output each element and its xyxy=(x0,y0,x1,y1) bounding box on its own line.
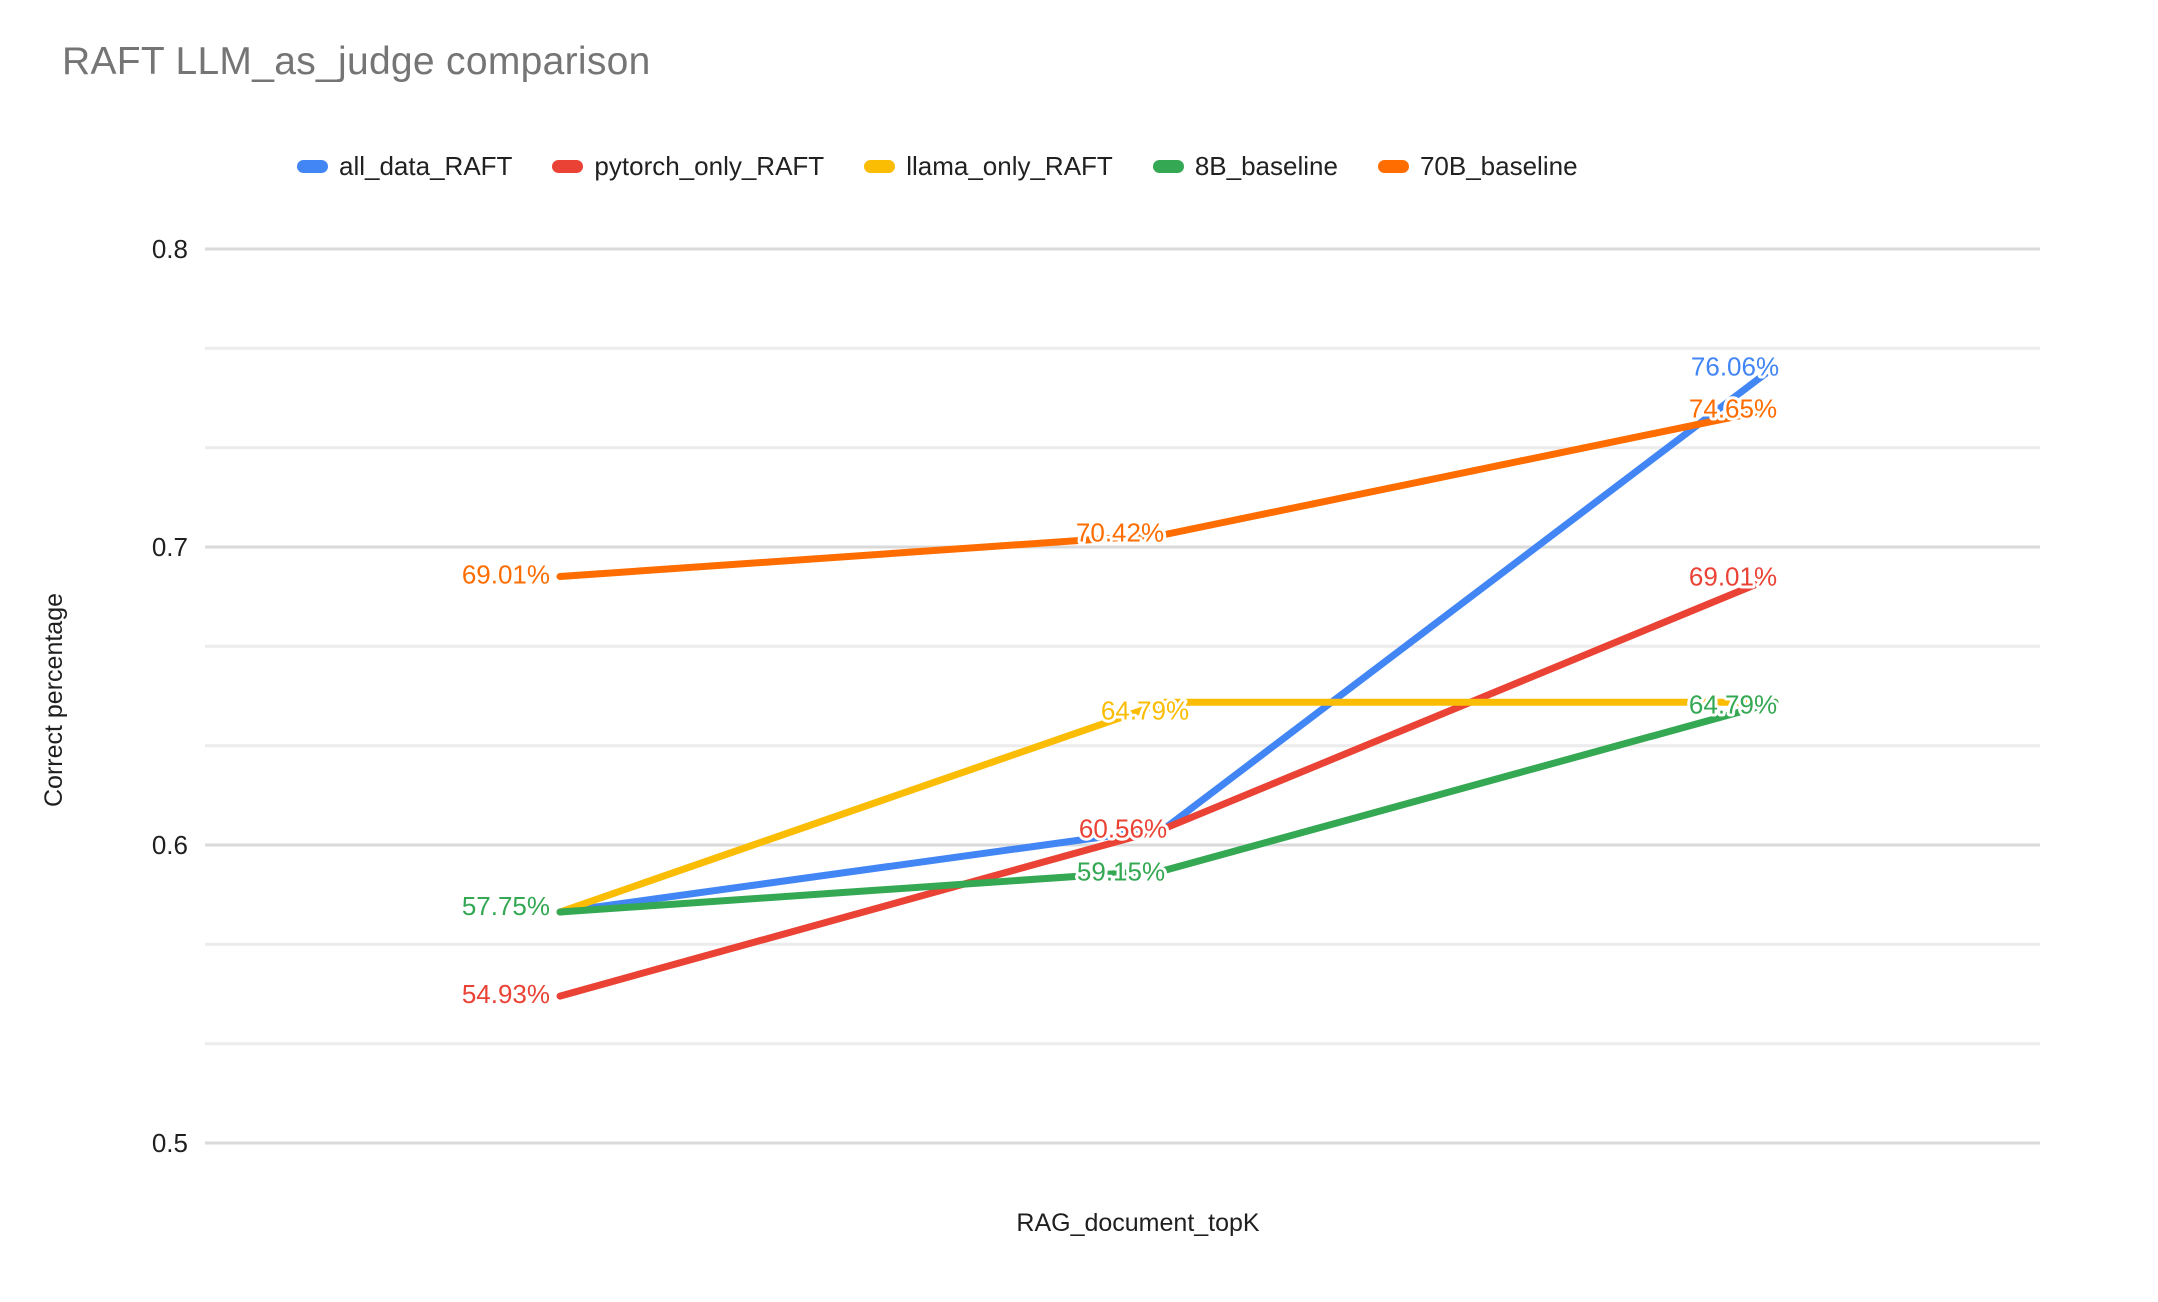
legend-item-70B_baseline[interactable]: 70B_baseline xyxy=(1377,151,1578,182)
chart-title: RAFT LLM_as_judge comparison xyxy=(62,40,651,83)
y-tick-label: 0.8 xyxy=(152,234,188,264)
legend-item-8B_baseline[interactable]: 8B_baseline xyxy=(1152,151,1338,182)
legend-item-label: 70B_baseline xyxy=(1419,151,1578,181)
data-label-8B_baseline: 64.79% xyxy=(1689,689,1777,719)
legend-swatch-icon xyxy=(297,160,328,173)
data-label-pytorch_only_RAFT: 54.93% xyxy=(462,979,550,1009)
y-axis-title: Correct percentage xyxy=(40,593,68,807)
legend-swatch-icon xyxy=(1152,160,1184,173)
y-tick-label: 0.6 xyxy=(152,830,188,860)
data-label-70B_baseline: 74.65% xyxy=(1689,393,1777,423)
y-tick-label: 0.7 xyxy=(152,532,188,562)
legend-item-llama_only_RAFT[interactable]: llama_only_RAFT xyxy=(864,151,1113,182)
data-label-8B_baseline: 59.15% xyxy=(1077,856,1165,886)
legend-item-label: all_data_RAFT xyxy=(339,151,513,181)
legend: all_data_RAFT pytorch_only_RAFT llama_only… xyxy=(297,151,1578,182)
legend-item-label: 8B_baseline xyxy=(1194,151,1338,181)
data-label-70B_baseline: 70.42% xyxy=(1076,518,1164,548)
data-label-pytorch_only_RAFT: 60.56% xyxy=(1079,813,1167,843)
data-label-8B_baseline: 57.75% xyxy=(462,891,550,921)
legend-swatch-icon xyxy=(1377,160,1409,173)
data-label-llama_only_RAFT: 64.79% xyxy=(1101,695,1189,725)
legend-item-label: pytorch_only_RAFT xyxy=(594,151,825,181)
series-line-llama_only_RAFT xyxy=(556,698,1779,916)
legend-item-label: llama_only_RAFT xyxy=(906,151,1113,181)
series-line-8B_baseline xyxy=(556,698,1779,916)
legend-swatch-icon xyxy=(864,160,896,173)
series-line-70B_baseline xyxy=(556,404,1779,580)
x-axis-title: RAG_document_topK xyxy=(1016,1209,1260,1237)
data-label-70B_baseline: 69.01% xyxy=(462,560,550,590)
series-line-pytorch_only_RAFT xyxy=(556,573,1779,1000)
data-label-pytorch_only_RAFT: 69.01% xyxy=(1689,562,1777,592)
data-label-all_data_RAFT: 76.06% xyxy=(1691,351,1779,381)
legend-item-all_data_RAFT[interactable]: all_data_RAFT xyxy=(297,151,512,182)
legend-item-pytorch_only_RAFT[interactable]: pytorch_only_RAFT xyxy=(552,151,824,182)
y-tick-label: 0.5 xyxy=(152,1128,188,1158)
legend-swatch-icon xyxy=(552,160,584,173)
